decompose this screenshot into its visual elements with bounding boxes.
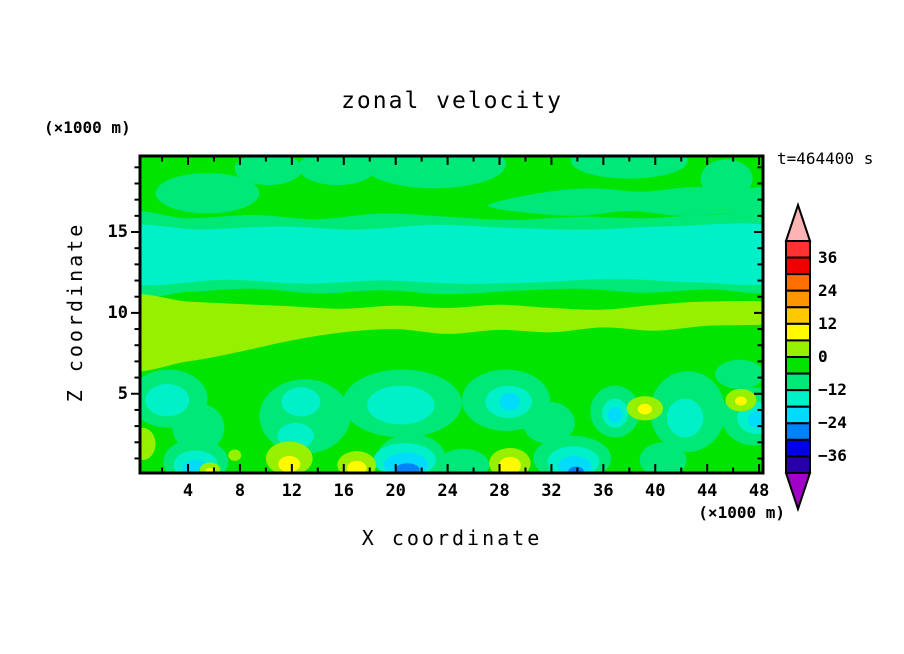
- colorbar-box: [785, 372, 811, 392]
- colorbar-tick-label: 12: [818, 313, 838, 333]
- colorbar-box: [785, 422, 811, 441]
- x-tick-label: 24: [437, 481, 458, 501]
- colorbar-box: [785, 389, 811, 408]
- colorbar-arrow-bottom: [784, 472, 812, 513]
- x-tick-label: 40: [645, 481, 666, 501]
- x-axis-title: X coordinate: [361, 526, 543, 550]
- x-tick-label: 4: [182, 481, 194, 501]
- colorbar-box: [785, 273, 811, 292]
- colorbar-tick-label: 36: [818, 247, 838, 267]
- colorbar-tick-label: −12: [818, 380, 847, 400]
- x-tick-label: 16: [333, 481, 354, 501]
- z-tick-label: 5: [117, 383, 128, 404]
- x-tick-label: 28: [489, 481, 510, 501]
- z-tick-label: 10: [107, 302, 128, 323]
- plot-frame: [138, 154, 765, 475]
- colorbar-box: [785, 356, 811, 375]
- colorbar-tick-label: −36: [818, 446, 847, 466]
- colorbar-box: [785, 240, 811, 259]
- x-axis-unit-label: (×1000 m): [698, 503, 785, 522]
- x-tick-label: 32: [541, 481, 562, 501]
- colorbar-tick-label: −24: [818, 413, 847, 433]
- colorbar-box: [785, 405, 811, 425]
- z-axis-title: Z coordinate: [63, 221, 87, 403]
- colorbar-box: [785, 289, 811, 309]
- x-tick-label: 48: [748, 481, 770, 501]
- colorbar-tick-label: 0: [818, 347, 828, 366]
- timestamp-label: t=464400 s: [777, 149, 874, 168]
- x-tick-label: 36: [593, 481, 614, 501]
- colorbar-box: [785, 256, 811, 276]
- x-tick-label: 20: [385, 481, 406, 501]
- contour-field: [140, 156, 763, 473]
- colorbar-arrow-top: [784, 201, 812, 242]
- colorbar: [784, 201, 812, 513]
- x-tick-label: 12: [281, 481, 303, 501]
- colorbar-box: [785, 339, 811, 358]
- colorbar-box: [785, 322, 811, 342]
- colorbar-box: [785, 455, 811, 474]
- colorbar-box: [785, 306, 811, 325]
- x-tick-label: 8: [234, 481, 246, 501]
- colorbar-tick-label: 24: [818, 280, 838, 300]
- z-tick-label: 15: [107, 222, 128, 242]
- colorbar-box: [785, 438, 811, 458]
- z-axis-unit-label: (×1000 m): [44, 118, 131, 137]
- x-tick-label: 44: [696, 481, 718, 501]
- plot-title: zonal velocity: [341, 88, 563, 114]
